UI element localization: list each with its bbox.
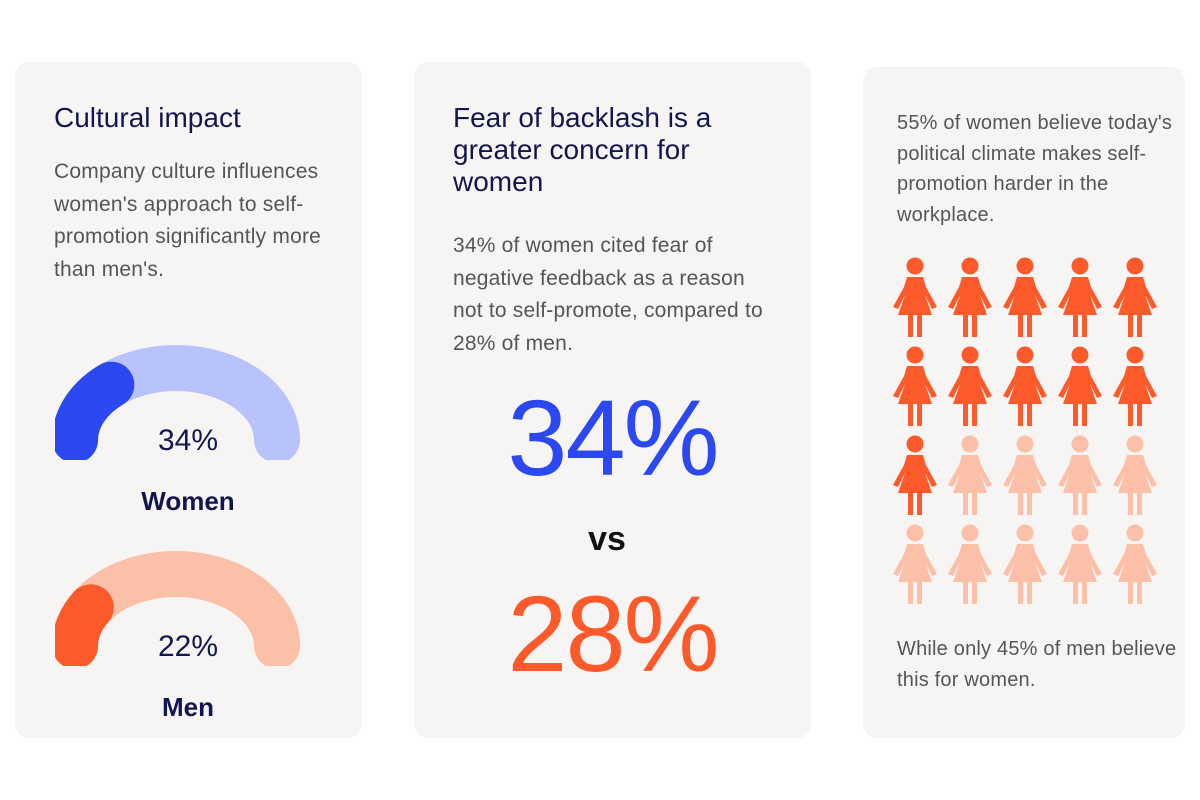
woman-icon <box>948 257 992 337</box>
woman-icon <box>1113 346 1157 426</box>
women-gauge <box>55 345 300 460</box>
women-gauge-fill <box>55 361 135 460</box>
men-gauge-fill <box>55 584 114 666</box>
woman-icon <box>1058 346 1102 426</box>
woman-icon <box>893 435 937 515</box>
woman-icon <box>893 257 937 337</box>
vs-label: vs <box>588 520 626 558</box>
woman-icon <box>893 524 937 604</box>
card-title: Cultural impact <box>54 102 241 133</box>
women-big-percentage: 34% <box>507 377 719 498</box>
card-description: 55% of women believe today's political c… <box>897 112 1173 226</box>
woman-icon <box>1113 524 1157 604</box>
woman-icon <box>948 435 992 515</box>
card-title: Fear of backlash is a greater concern fo… <box>453 102 712 197</box>
woman-icon <box>1003 257 1047 337</box>
men-gauge <box>55 551 300 666</box>
card-footer-text: While only 45% of men believe this for w… <box>897 638 1177 691</box>
women-percentage: 34% <box>157 424 219 457</box>
card-description: Company culture influences women's appro… <box>54 160 322 281</box>
woman-icon <box>893 346 937 426</box>
men-percentage: 22% <box>157 630 219 663</box>
woman-icon <box>1003 524 1047 604</box>
woman-icon <box>1113 435 1157 515</box>
woman-icon <box>1003 346 1047 426</box>
woman-icon <box>1058 435 1102 515</box>
card-description: 34% of women cited fear of negative feed… <box>453 234 763 355</box>
men-label: Men <box>162 692 214 722</box>
woman-icon <box>1058 524 1102 604</box>
woman-icon <box>1113 257 1157 337</box>
woman-icon-grid <box>891 257 1161 609</box>
fear-of-backlash-card: Fear of backlash is a greater concern fo… <box>414 62 811 738</box>
woman-icon <box>948 524 992 604</box>
cultural-impact-card: Cultural impact Company culture influenc… <box>15 62 362 738</box>
men-big-percentage: 28% <box>507 573 719 694</box>
woman-icon <box>948 346 992 426</box>
woman-icon <box>1003 435 1047 515</box>
political-climate-card: 55% of women believe today's political c… <box>863 67 1185 738</box>
women-label: Women <box>141 486 235 516</box>
woman-icon <box>1058 257 1102 337</box>
